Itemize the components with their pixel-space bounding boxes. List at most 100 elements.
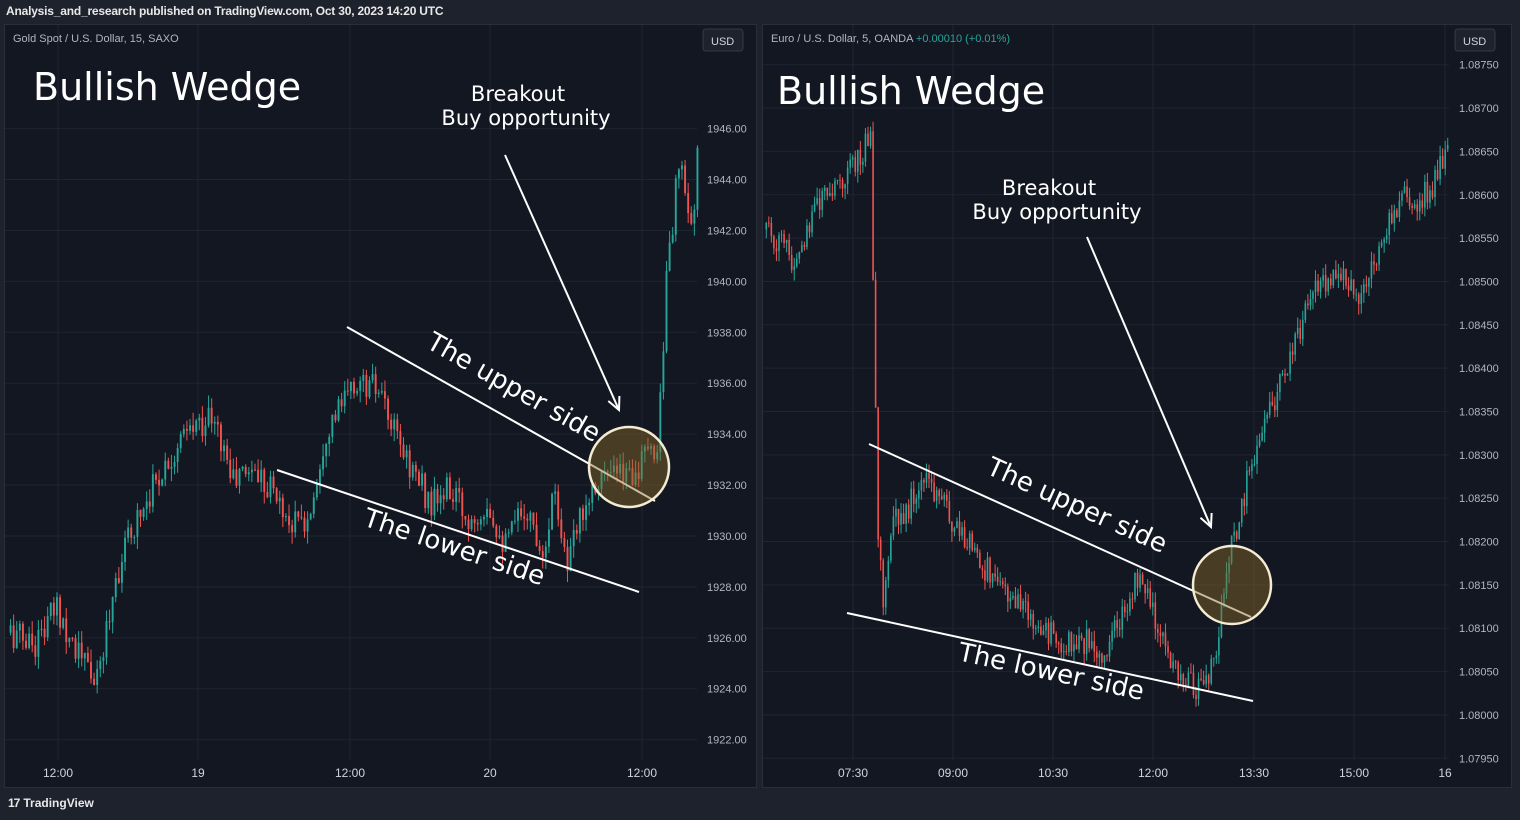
candle-body [1406, 186, 1408, 198]
candle [1248, 466, 1251, 476]
candle [653, 444, 656, 464]
candle-body [340, 399, 343, 407]
candle [943, 492, 946, 507]
candle [1266, 412, 1268, 424]
candle-body [687, 192, 690, 214]
candle-body [1179, 674, 1182, 681]
candle [1294, 331, 1296, 362]
candle-body [1256, 445, 1258, 465]
candle [1301, 310, 1304, 347]
candle [1169, 651, 1172, 669]
candle-body [1248, 470, 1251, 472]
candle [99, 656, 102, 678]
candle-body [991, 573, 994, 583]
candle [229, 448, 232, 484]
candle [1154, 592, 1157, 640]
candle-body [300, 516, 303, 518]
candle [575, 524, 578, 540]
candle-body [247, 472, 250, 475]
candle [461, 487, 464, 529]
price-tick-label: 1.08050 [1459, 667, 1499, 679]
currency-badge-box [1454, 28, 1496, 52]
candle-body [862, 161, 864, 165]
gold-chart[interactable]: 1946.00 1944.00 1942.00 1940.00 1938.00 1936.… [5, 25, 756, 787]
candle [951, 521, 953, 542]
candle [780, 230, 783, 243]
candle-body [1439, 155, 1441, 180]
candle-body [1195, 695, 1197, 700]
candle [857, 149, 859, 183]
candle [811, 204, 813, 238]
candle-body [879, 539, 882, 561]
candle-body [189, 425, 191, 431]
candle-body [229, 459, 232, 479]
candle [219, 421, 222, 462]
candle [671, 227, 674, 244]
candle-body [1126, 611, 1129, 613]
candle [535, 512, 538, 547]
candle-body [513, 520, 516, 522]
candle-body [343, 390, 346, 407]
candle [77, 631, 80, 669]
candle-body [1190, 672, 1192, 674]
candle [161, 478, 164, 487]
candle-body [49, 602, 52, 617]
candle-body [467, 519, 470, 530]
candle-body [1149, 588, 1152, 607]
candle [1291, 342, 1294, 365]
eurusd-chart[interactable]: 1.08750 1.08700 1.08650 1.08600 1.08550 1.085… [763, 25, 1511, 787]
candle [532, 512, 535, 530]
candle [1446, 137, 1449, 152]
candle [930, 471, 933, 492]
candle [677, 168, 680, 189]
currency-badge[interactable]: USD [702, 28, 744, 52]
candle [1281, 369, 1284, 377]
time-tick-label: 12:00 [1138, 766, 1168, 780]
candle [142, 507, 145, 521]
currency-badge[interactable]: USD [1454, 28, 1496, 52]
candle [1019, 584, 1022, 612]
candle [421, 465, 424, 491]
candle-body [133, 536, 136, 538]
candle-body [1116, 620, 1118, 628]
tradingview-brand-label: TradingView [23, 796, 94, 810]
candle-body [1131, 598, 1134, 600]
candle [482, 514, 485, 527]
candle [1106, 654, 1108, 662]
candle-body [1083, 638, 1085, 654]
candle-body [1398, 200, 1401, 217]
candle-body [510, 521, 513, 533]
candle [247, 466, 250, 482]
candle-body [244, 466, 247, 475]
candle-body [547, 529, 550, 547]
grid-lines [763, 25, 1449, 760]
upper-side-label: The upper side [981, 452, 1171, 560]
candle [498, 525, 501, 540]
candle-body [973, 547, 976, 551]
candle [377, 389, 380, 398]
price-tick-label: 1.08200 [1459, 537, 1499, 549]
candle [167, 457, 170, 470]
candle-body [1047, 622, 1050, 644]
candle-body [238, 469, 241, 486]
candle [854, 150, 857, 177]
tradingview-brand[interactable]: 17 TradingView [8, 796, 94, 810]
candle-body [693, 209, 696, 224]
candle-body [575, 530, 578, 534]
candle [690, 206, 693, 226]
candle-body [1164, 632, 1167, 647]
candle [151, 464, 154, 513]
candle-body [813, 203, 816, 212]
candle [96, 660, 99, 694]
candle-body [541, 551, 544, 558]
candle-body [535, 524, 538, 546]
candle [1050, 615, 1052, 647]
candle [925, 463, 928, 489]
candle-body [1416, 204, 1419, 212]
candle-body [1182, 674, 1185, 685]
candle-body [849, 159, 851, 168]
candle [1284, 368, 1286, 383]
candle-body [1055, 633, 1057, 643]
candle-body [775, 248, 778, 252]
candle-body [1200, 678, 1202, 681]
